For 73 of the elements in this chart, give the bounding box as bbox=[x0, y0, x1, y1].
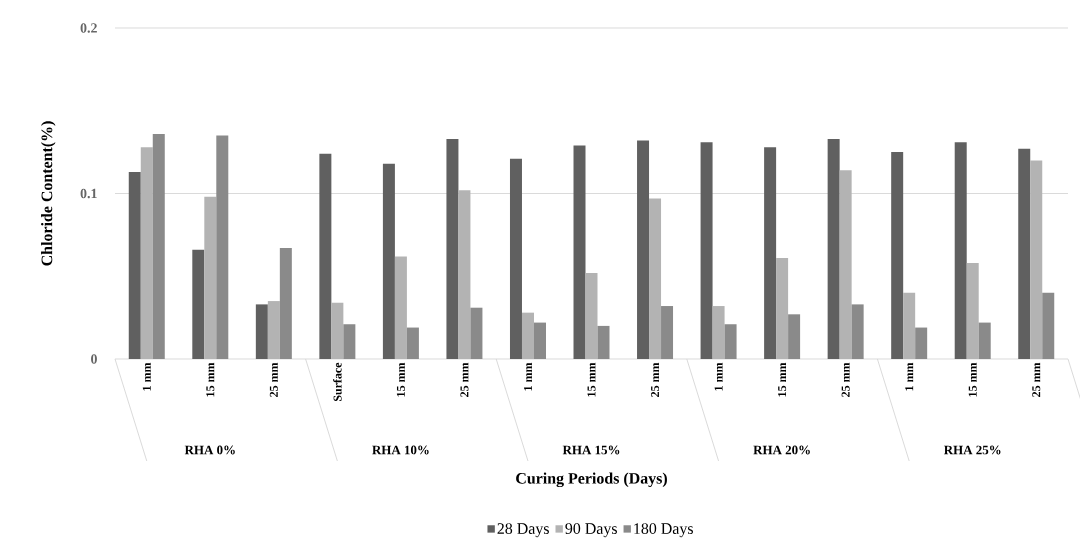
x-tick-label: 1 mm bbox=[905, 362, 914, 391]
x-tick-label: 1 mm bbox=[714, 362, 723, 391]
text: RHA 25% bbox=[943, 445, 1001, 455]
bar bbox=[712, 306, 725, 359]
x-tick-label: 15 mm bbox=[968, 362, 977, 397]
bar bbox=[839, 170, 852, 359]
x-tick-label: 1 mm bbox=[142, 362, 151, 391]
bar bbox=[903, 292, 916, 359]
legend-label: 90 Days bbox=[565, 523, 617, 538]
bar bbox=[279, 248, 292, 359]
bar bbox=[216, 135, 229, 359]
bar bbox=[1018, 148, 1031, 359]
bar bbox=[255, 304, 268, 359]
bar bbox=[406, 327, 419, 359]
bar bbox=[827, 138, 840, 359]
bar bbox=[1042, 292, 1055, 359]
bar bbox=[343, 324, 356, 359]
bar bbox=[851, 304, 864, 359]
x-tick-label: 15 mm bbox=[778, 362, 787, 397]
legend-label: 28 Days bbox=[497, 523, 549, 538]
bar bbox=[597, 325, 610, 359]
bar bbox=[764, 147, 777, 359]
bar bbox=[152, 133, 165, 359]
bar bbox=[891, 152, 904, 359]
x-tick-label: 25 mm bbox=[269, 362, 278, 397]
x-tick-label: Surface bbox=[333, 362, 342, 402]
bar bbox=[319, 153, 332, 359]
bar bbox=[724, 324, 737, 359]
bar bbox=[649, 198, 662, 359]
x-tick-label: 1 mm bbox=[524, 362, 532, 391]
bar bbox=[978, 322, 991, 359]
bar bbox=[470, 307, 483, 359]
bar bbox=[128, 171, 141, 359]
bar bbox=[331, 302, 344, 359]
bar bbox=[382, 163, 395, 359]
bar bbox=[192, 249, 205, 359]
bar bbox=[573, 145, 586, 359]
bar bbox=[509, 158, 522, 359]
bar bbox=[521, 312, 534, 359]
y-tick-label: 0.1 bbox=[80, 188, 97, 199]
bar bbox=[267, 301, 280, 359]
x-tick-label: 25 mm bbox=[841, 362, 850, 397]
x-tick-label: 15 mm bbox=[587, 362, 596, 397]
x-tick-label: 25 mm bbox=[1032, 362, 1041, 397]
y-tick-label: 0 bbox=[91, 354, 97, 364]
bar bbox=[637, 140, 650, 359]
bar bbox=[788, 314, 801, 359]
x-tick-label: 15 mm bbox=[206, 362, 215, 397]
bar bbox=[966, 263, 979, 359]
text: RHA 0% bbox=[184, 445, 235, 455]
y-axis-title: Chloride Content(%) bbox=[41, 121, 56, 266]
text: RHA 10% bbox=[372, 445, 429, 455]
bar bbox=[446, 138, 459, 359]
x-tick-label: 25 mm bbox=[651, 362, 660, 397]
bar bbox=[204, 196, 217, 359]
x-tick-label: 15 mm bbox=[396, 362, 405, 397]
bar bbox=[661, 306, 674, 359]
y-tick-label: 0.2 bbox=[80, 23, 97, 33]
legend-label: 180 Days bbox=[634, 523, 693, 538]
bar bbox=[915, 327, 928, 359]
bar bbox=[394, 256, 407, 359]
text: RHA 15% bbox=[562, 445, 620, 455]
bar bbox=[776, 258, 789, 359]
bar bbox=[458, 190, 471, 359]
text: RHA 20% bbox=[753, 445, 810, 455]
bar bbox=[140, 147, 153, 359]
bar bbox=[700, 142, 713, 359]
bar bbox=[533, 322, 546, 359]
x-axis-title: Curing Periods (Days) bbox=[516, 472, 667, 488]
bar bbox=[954, 142, 967, 359]
bar bbox=[1030, 160, 1043, 359]
x-tick-label: 25 mm bbox=[460, 362, 469, 397]
bar bbox=[585, 272, 598, 359]
